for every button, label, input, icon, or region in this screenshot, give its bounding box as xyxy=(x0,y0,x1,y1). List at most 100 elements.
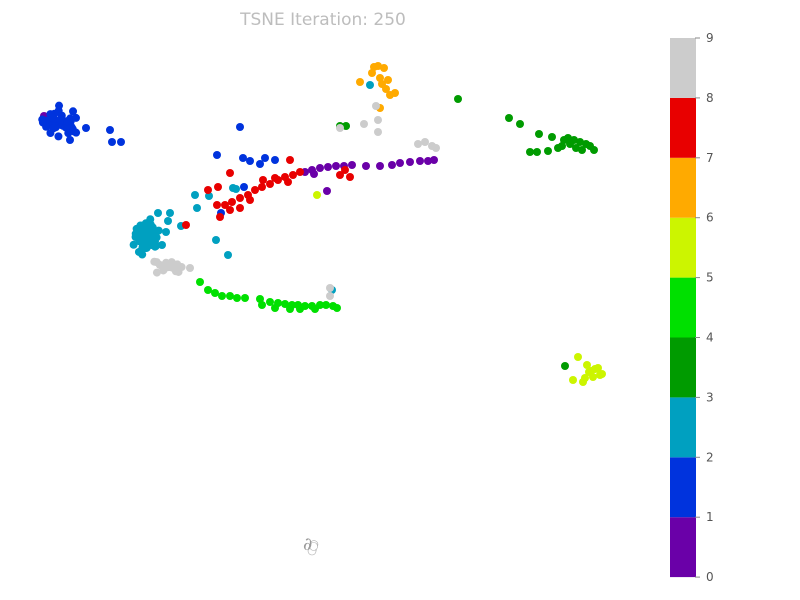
data-point-3 xyxy=(138,228,147,237)
data-point-4 xyxy=(535,130,543,138)
data-point-9 xyxy=(432,144,440,152)
data-point-2 xyxy=(108,138,116,146)
data-point-3 xyxy=(131,233,140,242)
data-point-8 xyxy=(214,183,222,191)
data-point-2 xyxy=(63,117,72,126)
data-point-2 xyxy=(54,106,63,115)
data-point-4 xyxy=(548,133,556,141)
chart-title: TSNE Iteration: 250 xyxy=(240,10,406,30)
data-point-4 xyxy=(578,146,586,154)
colorbar-tick-label: 5 xyxy=(706,271,714,285)
colorbar-tick-label: 2 xyxy=(706,450,714,464)
colorbar-tick-label: 3 xyxy=(706,390,714,404)
colorbar-tick-label: 6 xyxy=(706,211,714,225)
data-point-4 xyxy=(533,148,541,156)
data-point-2 xyxy=(117,138,125,146)
data-point-3 xyxy=(154,209,162,217)
data-point-2 xyxy=(64,129,73,138)
data-point-5 xyxy=(322,301,330,309)
data-point-3 xyxy=(193,204,201,212)
data-point-2 xyxy=(213,151,221,159)
data-point-2 xyxy=(271,156,279,164)
data-point-3 xyxy=(224,251,232,259)
cluster-2 xyxy=(38,101,279,217)
data-point-9 xyxy=(173,262,182,271)
data-point-2 xyxy=(72,128,81,137)
data-point-4 xyxy=(544,147,552,155)
data-point-1 xyxy=(376,162,384,170)
data-point-1 xyxy=(388,161,396,169)
data-point-5 xyxy=(281,300,289,308)
data-point-5 xyxy=(266,298,274,306)
data-point-7 xyxy=(356,78,364,86)
data-point-3 xyxy=(134,247,143,256)
data-point-7 xyxy=(380,64,388,72)
data-point-2 xyxy=(56,115,65,124)
data-point-1 xyxy=(416,157,424,165)
data-point-5 xyxy=(218,292,226,300)
data-point-3 xyxy=(191,191,199,199)
data-point-2 xyxy=(261,154,269,162)
data-point-5 xyxy=(241,294,249,302)
data-point-4 xyxy=(558,142,566,150)
data-point-5 xyxy=(286,305,294,313)
data-point-9 xyxy=(421,138,429,146)
data-point-7 xyxy=(384,76,392,84)
data-point-6 xyxy=(579,378,587,386)
data-point-4 xyxy=(505,114,513,122)
data-point-5 xyxy=(196,278,204,286)
data-point-2 xyxy=(54,132,63,141)
data-point-8 xyxy=(213,201,221,209)
data-point-9 xyxy=(326,292,334,300)
data-point-3 xyxy=(150,237,159,246)
data-point-7 xyxy=(391,89,399,97)
data-point-0 xyxy=(309,542,318,551)
data-point-1 xyxy=(316,164,324,172)
data-point-9 xyxy=(186,264,194,272)
data-point-2 xyxy=(46,129,55,138)
stray-glyph: ∂ xyxy=(303,534,313,555)
data-point-9 xyxy=(374,116,382,124)
data-point-9 xyxy=(360,120,368,128)
data-point-9 xyxy=(414,140,422,148)
cluster-7 xyxy=(356,62,399,112)
data-point-8 xyxy=(236,204,244,212)
data-point-3 xyxy=(366,81,374,89)
colorbar-segment-8 xyxy=(670,97,696,158)
data-point-3 xyxy=(212,236,220,244)
data-point-4 xyxy=(561,362,569,370)
data-point-1 xyxy=(348,161,356,169)
data-point-8 xyxy=(336,171,344,179)
data-point-5 xyxy=(271,304,279,312)
data-point-6 xyxy=(569,376,577,384)
data-point-1 xyxy=(396,159,404,167)
data-point-5 xyxy=(226,292,234,300)
data-point-3 xyxy=(205,192,213,200)
data-point-7 xyxy=(370,63,378,71)
data-point-2 xyxy=(48,113,57,122)
data-point-8 xyxy=(259,176,267,184)
data-point-4 xyxy=(454,95,462,103)
data-point-8 xyxy=(221,201,229,209)
data-point-5 xyxy=(296,305,304,313)
data-point-1 xyxy=(430,156,438,164)
cluster-5 xyxy=(196,278,341,313)
data-point-5 xyxy=(233,294,241,302)
data-point-8 xyxy=(284,178,292,186)
colorbar-tick-label: 4 xyxy=(706,331,714,345)
data-point-2 xyxy=(106,126,114,134)
data-point-2 xyxy=(71,113,80,122)
data-point-8 xyxy=(182,221,190,229)
data-point-4 xyxy=(516,120,524,128)
colorbar-segment-7 xyxy=(670,157,696,218)
data-point-2 xyxy=(38,118,47,127)
data-point-8 xyxy=(289,171,297,179)
colorbar-segment-6 xyxy=(670,217,696,278)
colorbar-tick-label: 1 xyxy=(706,510,714,524)
colorbar-segment-5 xyxy=(670,277,696,338)
cluster-6 xyxy=(313,191,606,386)
data-point-4 xyxy=(566,140,574,148)
data-point-8 xyxy=(226,169,234,177)
data-point-9 xyxy=(152,268,161,277)
colorbar-segment-1 xyxy=(670,517,696,578)
